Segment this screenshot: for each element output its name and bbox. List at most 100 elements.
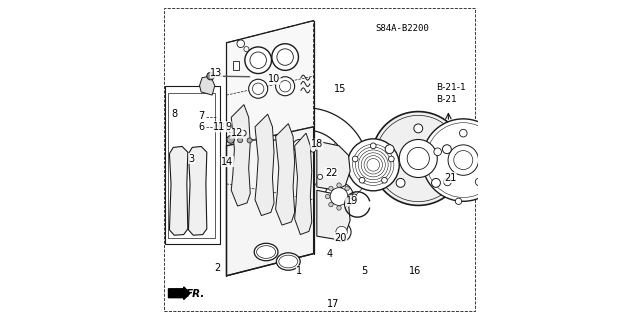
Polygon shape [227, 21, 314, 146]
Circle shape [317, 174, 323, 179]
Polygon shape [317, 190, 350, 239]
Text: 16: 16 [409, 266, 421, 276]
Text: 5: 5 [361, 266, 367, 276]
Circle shape [381, 178, 387, 183]
Polygon shape [170, 146, 188, 235]
Circle shape [454, 151, 473, 170]
Text: 7: 7 [198, 111, 204, 121]
Circle shape [345, 202, 349, 207]
Text: 21: 21 [444, 172, 456, 183]
Circle shape [227, 136, 234, 143]
Text: 6: 6 [198, 122, 204, 132]
Circle shape [329, 186, 333, 191]
Polygon shape [276, 124, 294, 225]
Circle shape [329, 202, 333, 207]
Circle shape [399, 139, 437, 178]
Circle shape [336, 226, 348, 238]
Circle shape [247, 138, 252, 143]
Ellipse shape [257, 246, 276, 258]
Circle shape [352, 194, 356, 199]
Text: 18: 18 [310, 139, 323, 149]
Text: 3: 3 [189, 153, 195, 164]
Text: B-21: B-21 [436, 95, 456, 104]
Text: 1: 1 [296, 266, 303, 276]
Polygon shape [231, 105, 250, 206]
Circle shape [442, 145, 451, 154]
Circle shape [324, 182, 353, 211]
Circle shape [414, 124, 422, 133]
Circle shape [228, 127, 234, 133]
Ellipse shape [279, 255, 298, 268]
Circle shape [348, 194, 353, 199]
Text: 20: 20 [335, 233, 347, 243]
Circle shape [332, 223, 351, 242]
Polygon shape [255, 114, 274, 216]
FancyArrow shape [168, 287, 190, 300]
Circle shape [276, 77, 294, 96]
Text: 13: 13 [210, 68, 223, 78]
Polygon shape [243, 108, 369, 178]
Circle shape [241, 130, 246, 136]
Text: FR.: FR. [186, 289, 205, 299]
Bar [164, 86, 220, 244]
Circle shape [293, 139, 306, 152]
Text: 11: 11 [213, 122, 226, 132]
Text: 9: 9 [225, 122, 231, 132]
Circle shape [215, 126, 219, 130]
Circle shape [359, 178, 365, 183]
Polygon shape [200, 76, 215, 95]
Circle shape [280, 81, 291, 92]
Circle shape [375, 115, 461, 202]
Circle shape [460, 129, 467, 137]
Circle shape [448, 145, 479, 175]
Circle shape [431, 178, 440, 187]
Text: B-21-1: B-21-1 [436, 83, 465, 92]
Circle shape [396, 178, 405, 187]
Polygon shape [317, 141, 350, 190]
Circle shape [485, 148, 493, 156]
Circle shape [434, 148, 442, 156]
Circle shape [252, 83, 264, 94]
Bar [233, 61, 239, 70]
Ellipse shape [254, 243, 278, 261]
Text: S84A-B2200: S84A-B2200 [376, 24, 429, 33]
Text: 10: 10 [268, 74, 280, 84]
Circle shape [407, 147, 429, 170]
Text: 15: 15 [335, 84, 347, 94]
Circle shape [237, 40, 244, 48]
Bar [168, 93, 216, 238]
Circle shape [345, 186, 349, 191]
Circle shape [207, 72, 214, 80]
Circle shape [220, 123, 224, 127]
Text: 2: 2 [214, 263, 220, 273]
Circle shape [310, 147, 316, 152]
Circle shape [385, 145, 394, 154]
Text: 17: 17 [326, 299, 339, 309]
Polygon shape [294, 133, 312, 235]
Text: 14: 14 [221, 157, 234, 167]
Polygon shape [227, 127, 314, 276]
Circle shape [250, 52, 266, 68]
Circle shape [244, 47, 249, 52]
Circle shape [272, 44, 298, 70]
Circle shape [245, 47, 271, 74]
Polygon shape [188, 146, 207, 235]
Text: 8: 8 [171, 109, 177, 119]
Circle shape [371, 143, 376, 149]
Ellipse shape [276, 253, 300, 270]
Circle shape [444, 178, 451, 186]
Circle shape [422, 119, 504, 201]
Circle shape [330, 188, 348, 205]
Circle shape [237, 138, 243, 143]
Circle shape [348, 139, 399, 191]
Circle shape [388, 156, 394, 162]
Circle shape [476, 178, 483, 186]
Text: 12: 12 [231, 128, 243, 138]
Text: 4: 4 [326, 249, 333, 259]
Circle shape [337, 183, 341, 187]
Circle shape [325, 194, 330, 199]
Text: 22: 22 [325, 168, 337, 178]
Circle shape [426, 123, 500, 197]
Circle shape [277, 49, 293, 65]
Circle shape [249, 79, 268, 98]
